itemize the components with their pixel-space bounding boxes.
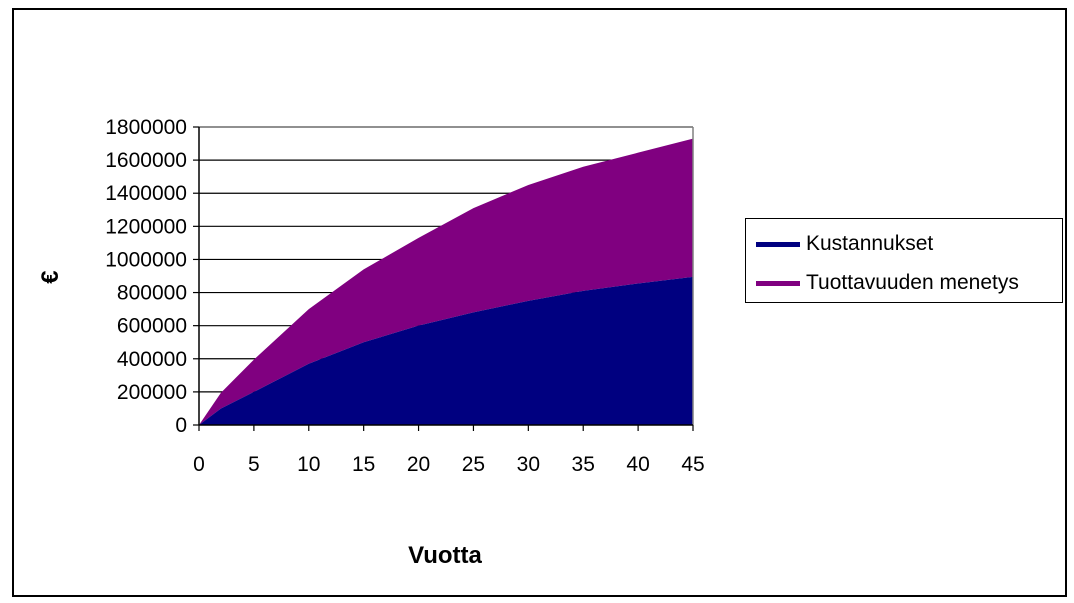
legend-label-tuottavuuden-menetys: Tuottavuuden menetys (806, 271, 1019, 294)
x-tick-labels: 0 5 10 15 20 25 30 35 40 45 (193, 453, 705, 476)
x-tick-label: 10 (297, 453, 320, 476)
y-axis-title: € (37, 270, 64, 283)
x-tick-label: 40 (626, 453, 649, 476)
y-tick-label: 1200000 (105, 215, 187, 238)
area-tuottavuuden-menetys (199, 138, 693, 426)
y-tick-labels: 0 200000 400000 600000 800000 1000000 1200000 1… (105, 116, 187, 437)
x-tick-label: 20 (407, 453, 430, 476)
legend-swatch-kustannukset (756, 241, 800, 247)
x-tick-label: 45 (681, 453, 704, 476)
x-tick-label: 25 (462, 453, 485, 476)
x-axis-title: Vuotta (408, 542, 482, 569)
x-tick-label: 0 (193, 453, 205, 476)
y-tick-label: 0 (175, 414, 187, 437)
y-tick-label: 1800000 (105, 116, 187, 139)
area-kustannukset (199, 276, 693, 425)
y-tick-label: 1600000 (105, 149, 187, 172)
axes (198, 126, 694, 431)
legend-item-kustannukset: Kustannukset (756, 230, 933, 258)
legend-item-tuottavuuden-menetys: Tuottavuuden menetys (756, 269, 1019, 297)
y-tick-label: 1000000 (105, 248, 187, 271)
legend-swatch-tuottavuuden-menetys (756, 280, 800, 286)
legend-label-kustannukset: Kustannukset (806, 232, 934, 255)
x-tick-label: 35 (572, 453, 595, 476)
x-tick-label: 15 (352, 453, 375, 476)
y-tick-label: 600000 (117, 315, 187, 338)
x-tick-label: 5 (248, 453, 260, 476)
legend: Kustannukset Tuottavuuden menetys (745, 218, 1063, 303)
y-tick-label: 800000 (117, 282, 187, 305)
y-tick-label: 200000 (117, 381, 187, 404)
y-tick-label: 400000 (117, 348, 187, 371)
x-tick-label: 30 (517, 453, 540, 476)
y-tick-label: 1400000 (105, 182, 187, 205)
plot-areas (199, 138, 693, 426)
